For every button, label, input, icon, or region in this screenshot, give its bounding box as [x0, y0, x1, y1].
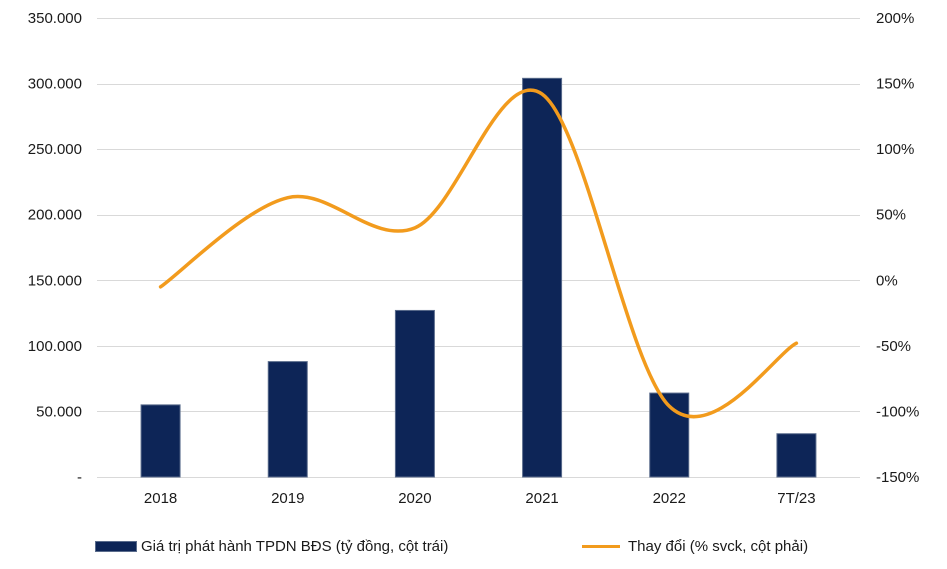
left-tick-label-1: 50.000: [36, 403, 82, 420]
left-tick-label-6: 300.000: [28, 76, 82, 93]
x-tick-label-5: 7T/23: [777, 490, 815, 507]
bar-2018: [140, 404, 181, 478]
right-tick-label-5: 100%: [876, 141, 914, 158]
bar-2020: [394, 309, 435, 478]
legend-item-bar: Giá trị phát hành TPDN BĐS (tỷ đồng, cột…: [95, 538, 448, 555]
legend-swatch-line: [582, 545, 620, 548]
legend: Giá trị phát hành TPDN BĐS (tỷ đồng, cột…: [0, 538, 947, 562]
right-tick-label-4: 50%: [876, 207, 906, 224]
left-tick-label-5: 250.000: [28, 141, 82, 158]
x-tick-label-2: 2020: [398, 490, 431, 507]
bar-2021: [522, 77, 563, 478]
right-tick-label-6: 150%: [876, 76, 914, 93]
right-axis-ticks: -150% -100% -50% 0% 50% 100% 150% 200%: [876, 10, 919, 486]
right-tick-label-0: -150%: [876, 469, 919, 486]
x-tick-label-4: 2022: [653, 490, 686, 507]
left-tick-label-0: -: [77, 469, 82, 486]
x-tick-label-3: 2021: [525, 490, 558, 507]
legend-label-bar: Giá trị phát hành TPDN BĐS (tỷ đồng, cột…: [141, 538, 449, 555]
line-change-pct: [158, 88, 799, 419]
left-tick-label-2: 100.000: [28, 338, 82, 355]
line-series: [158, 88, 799, 419]
bar-2019: [267, 361, 308, 478]
x-axis-ticks: 2018 2019 2020 2021 2022 7T/23: [144, 490, 816, 507]
legend-swatch-bar: [95, 541, 137, 552]
right-tick-label-7: 200%: [876, 10, 914, 27]
bar-7t23: [776, 433, 817, 478]
legend-item-line: Thay đổi (% svck, cột phải): [582, 538, 808, 555]
left-tick-label-3: 150.000: [28, 272, 82, 289]
left-tick-label-4: 200.000: [28, 207, 82, 224]
left-tick-label-7: 350.000: [28, 10, 82, 27]
gridlines: [97, 18, 860, 478]
legend-label-line: Thay đổi (% svck, cột phải): [628, 538, 809, 555]
right-tick-label-3: 0%: [876, 272, 898, 289]
x-tick-label-1: 2019: [271, 490, 304, 507]
left-axis-ticks: - 50.000 100.000 150.000 200.000 250.000 300.0…: [28, 10, 82, 486]
bar-series: [140, 77, 817, 478]
right-tick-label-2: -50%: [876, 338, 911, 355]
right-tick-label-1: -100%: [876, 403, 919, 420]
x-tick-label-0: 2018: [144, 490, 177, 507]
